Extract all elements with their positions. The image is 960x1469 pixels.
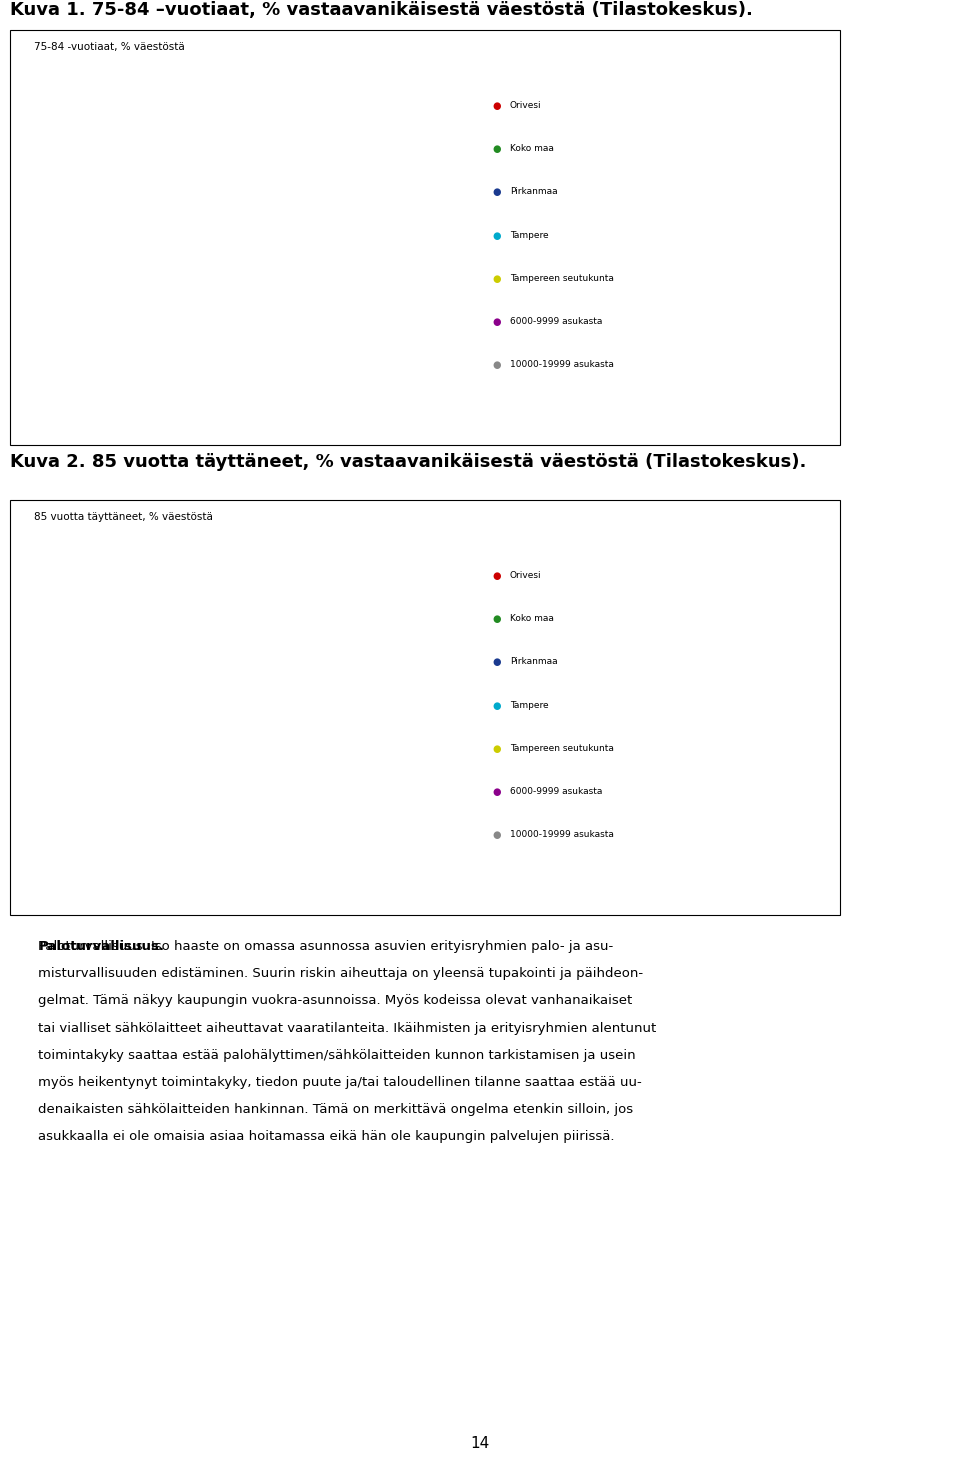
Text: ●: ●	[492, 701, 501, 711]
Text: Koko maa: Koko maa	[510, 144, 554, 153]
Text: 10000-19999 asukasta: 10000-19999 asukasta	[510, 360, 613, 369]
Text: 14: 14	[470, 1437, 490, 1451]
Text: ●: ●	[492, 188, 501, 197]
Text: Tampere: Tampere	[510, 231, 548, 239]
Text: 10000-19999 asukasta: 10000-19999 asukasta	[510, 830, 613, 839]
Text: Orivesi: Orivesi	[510, 101, 541, 110]
Text: 85 vuotta täyttäneet, % väestöstä: 85 vuotta täyttäneet, % väestöstä	[34, 511, 213, 521]
Text: ●: ●	[492, 743, 501, 754]
Text: ●: ●	[492, 787, 501, 796]
Text: Pirkanmaa: Pirkanmaa	[510, 657, 558, 667]
Text: myös heikentynyt toimintakyky, tiedon puute ja/tai taloudellinen tilanne saattaa: myös heikentynyt toimintakyky, tiedon pu…	[38, 1075, 642, 1089]
Text: ●: ●	[492, 830, 501, 840]
Text: toimintakyky saattaa estää palohälyttimen/sähkölaitteiden kunnon tarkistamisen j: toimintakyky saattaa estää palohälyttime…	[38, 1049, 636, 1062]
Text: ●: ●	[492, 614, 501, 624]
Text: 75-84 -vuotiaat, % väestöstä: 75-84 -vuotiaat, % väestöstä	[34, 41, 184, 51]
Text: Kuva 1. 75-84 –vuotiaat, % vastaavanikäisestä väestöstä (Tilastokeskus).: Kuva 1. 75-84 –vuotiaat, % vastaavanikäi…	[10, 1, 753, 19]
Text: Tampereen seutukunta: Tampereen seutukunta	[510, 743, 613, 752]
Text: Tampereen seutukunta: Tampereen seutukunta	[510, 273, 613, 282]
Text: ●: ●	[492, 101, 501, 112]
Text: 6000-9999 asukasta: 6000-9999 asukasta	[510, 787, 602, 796]
Text: tai vialliset sähkölaitteet aiheuttavat vaaratilanteita. Ikäihmisten ja erityisr: tai vialliset sähkölaitteet aiheuttavat …	[38, 1021, 657, 1034]
Text: ●: ●	[492, 657, 501, 667]
Text: 6000-9999 asukasta: 6000-9999 asukasta	[510, 317, 602, 326]
Text: asukkaalla ei ole omaisia asiaa hoitamassa eikä hän ole kaupungin palvelujen pii: asukkaalla ei ole omaisia asiaa hoitamas…	[38, 1130, 615, 1143]
Text: Pirkanmaa: Pirkanmaa	[510, 188, 558, 197]
Text: denaikaisten sähkölaitteiden hankinnan. Tämä on merkittävä ongelma etenkin sillo: denaikaisten sähkölaitteiden hankinnan. …	[38, 1103, 634, 1116]
Text: Tampere: Tampere	[510, 701, 548, 710]
Text: ●: ●	[492, 317, 501, 326]
Text: Paloturvallisuus. Iso haaste on omassa asunnossa asuvien erityisryhmien palo- ja: Paloturvallisuus. Iso haaste on omassa a…	[38, 940, 613, 953]
Text: ●: ●	[492, 571, 501, 582]
Text: Kuva 2. 85 vuotta täyttäneet, % vastaavanikäisestä väestöstä (Tilastokeskus).: Kuva 2. 85 vuotta täyttäneet, % vastaava…	[10, 452, 806, 470]
Text: Koko maa: Koko maa	[510, 614, 554, 623]
Text: ●: ●	[492, 360, 501, 370]
Text: ●: ●	[492, 231, 501, 241]
Text: misturvallisuuden edistäminen. Suurin riskin aiheuttaja on yleensä tupakointi ja: misturvallisuuden edistäminen. Suurin ri…	[38, 967, 643, 980]
Text: gelmat. Tämä näkyy kaupungin vuokra-asunnoissa. Myös kodeissa olevat vanhanaikai: gelmat. Tämä näkyy kaupungin vuokra-asun…	[38, 995, 633, 1008]
Text: Paloturvallisuus.: Paloturvallisuus.	[38, 940, 164, 953]
Text: Orivesi: Orivesi	[510, 571, 541, 580]
Text: ●: ●	[492, 144, 501, 154]
Text: ●: ●	[492, 273, 501, 284]
